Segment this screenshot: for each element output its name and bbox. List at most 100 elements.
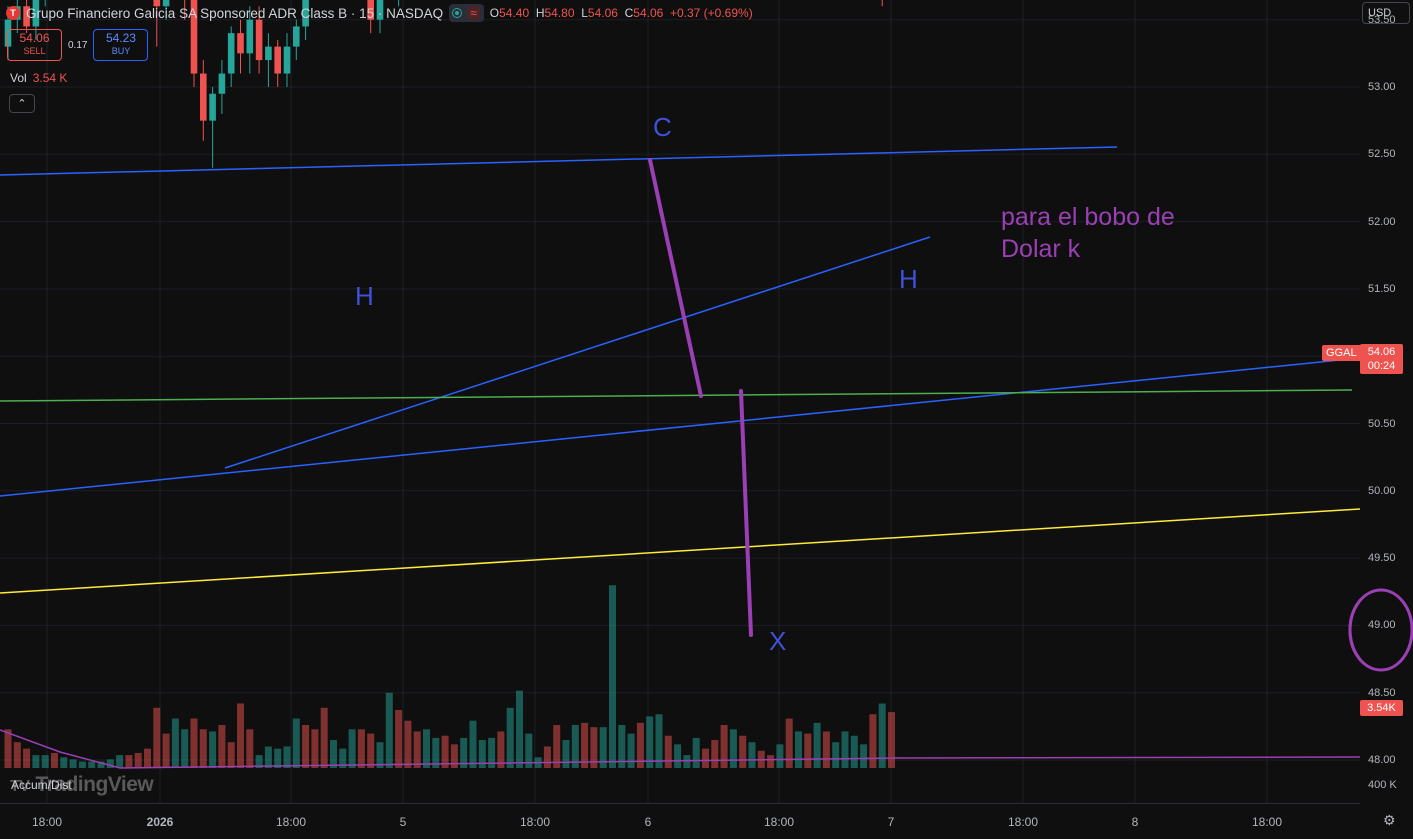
volume-bar [618, 725, 626, 768]
volume-legend[interactable]: Vol 3.54 K [10, 71, 68, 85]
volume-bar [413, 731, 421, 768]
trendline-rising [224, 236, 931, 469]
volume-bar [357, 729, 365, 768]
volume-bar [571, 725, 579, 768]
time-tick: 18:00 [31, 815, 63, 829]
volume-bar [376, 742, 384, 768]
price-tick: 53.50 [1368, 13, 1396, 26]
volume-bar [553, 725, 561, 768]
currency-selector[interactable]: USD [1362, 2, 1410, 24]
volume-bar [804, 733, 812, 768]
volume-bar [692, 737, 700, 768]
delayed-data-icon: ≈ [467, 6, 480, 20]
price-tick: 51.50 [1368, 282, 1396, 295]
candle-body [162, 0, 170, 7]
buy-button[interactable]: 54.23 BUY [93, 29, 149, 61]
volume-bar [795, 731, 802, 768]
volume-bar [423, 729, 430, 768]
volume-bar [869, 714, 877, 768]
price-change: +0.37 (+0.69%) [669, 6, 753, 20]
volume-bar [441, 735, 449, 768]
candle-body [190, 0, 198, 74]
annotation-note[interactable]: para el bobo de Dolar k [1001, 203, 1175, 263]
volume-bar [23, 748, 31, 768]
volume-bar [69, 759, 77, 768]
candle-body [255, 19, 263, 61]
market-status[interactable]: ≈ [449, 4, 484, 22]
volume-bar [237, 703, 244, 768]
volume-bar [311, 729, 319, 768]
volume-bar [460, 737, 468, 768]
volume-bar [4, 729, 12, 768]
volume-bar [562, 740, 570, 768]
market-open-icon [452, 8, 463, 18]
volume-bar [590, 727, 598, 768]
volume-bar [525, 733, 533, 768]
price-tick: 50.00 [1368, 484, 1396, 497]
volume-bar [125, 755, 133, 768]
volume-bar [478, 740, 486, 768]
candlestick-chart[interactable] [0, 0, 1360, 803]
candle-body [32, 0, 40, 27]
volume-bar [385, 692, 393, 768]
volume-bar [292, 718, 300, 768]
volume-bar [330, 740, 337, 768]
volume-bar [339, 748, 347, 768]
annotation-c[interactable]: C [653, 112, 672, 142]
target-circle-ring [1348, 588, 1413, 672]
candle-body [237, 33, 244, 54]
volume-bar [116, 755, 124, 768]
volume-bar [850, 735, 858, 768]
annotation-h-left[interactable]: H [355, 281, 374, 311]
time-tick: 18:00 [763, 815, 795, 829]
volume-bar [878, 703, 886, 768]
volume-bar [181, 729, 189, 768]
volume-bar [450, 744, 458, 768]
volume-bar [636, 722, 644, 768]
time-tick: 18:00 [1251, 815, 1283, 829]
sell-button[interactable]: 54.06 SELL [7, 29, 62, 61]
time-tick: 6 [644, 815, 652, 829]
volume-bar [209, 731, 217, 768]
volume-bar [432, 737, 440, 768]
volume-bar [320, 707, 328, 768]
tradingview-logo-icon: TV [10, 778, 30, 795]
time-tick: 18:00 [275, 815, 307, 829]
volume-bar [227, 742, 235, 768]
symbol-title[interactable]: Grupo Financiero Galicia SA Sponsored AD… [26, 5, 444, 21]
price-axis[interactable]: 58.5058.0057.5057.0056.5056.0055.5055.00… [1360, 0, 1413, 800]
volume-bar [488, 737, 496, 768]
candle-body [274, 46, 281, 74]
volume-bar [41, 755, 49, 768]
time-tick: 18:00 [519, 815, 551, 829]
time-axis[interactable]: 18:00 2026 18:00 5 18:00 6 18:00 7 18:00 8 18:00 [0, 803, 1360, 839]
time-tick: 8 [1131, 815, 1139, 829]
collapse-legend-button[interactable]: ⌃ [9, 94, 35, 113]
projection-line-1 [648, 158, 703, 398]
candle-body [293, 26, 300, 47]
volume-bar [348, 729, 356, 768]
settings-gear-icon[interactable]: ⚙ [1383, 812, 1396, 828]
trendline-lower [0, 357, 1360, 497]
time-tick: 5 [399, 815, 407, 829]
volume-bar [627, 733, 635, 768]
volume-bar [302, 725, 310, 768]
accum-dist-legend[interactable]: Accum/Dist [11, 778, 72, 792]
volume-bar [702, 748, 709, 768]
candle-body [283, 46, 291, 74]
volume-bar [171, 718, 179, 768]
volume-bar [264, 746, 272, 768]
volume-bar [469, 720, 477, 768]
annotation-h-right[interactable]: H [899, 264, 918, 294]
price-tick: 52.00 [1368, 215, 1396, 228]
symbol-price-tag: GGAL [1322, 345, 1361, 361]
volume-bar [841, 731, 849, 768]
volume-bar [367, 733, 375, 768]
symbol-header: T Grupo Financiero Galicia SA Sponsored … [0, 0, 753, 26]
trade-buttons: 54.06 SELL 0.17 54.23 BUY [7, 29, 149, 61]
volume-bar [246, 729, 254, 768]
price-tick: 52.50 [1368, 148, 1396, 161]
annotation-x[interactable]: X [769, 626, 787, 656]
volume-bar [162, 733, 170, 768]
volume-bar [720, 725, 728, 768]
